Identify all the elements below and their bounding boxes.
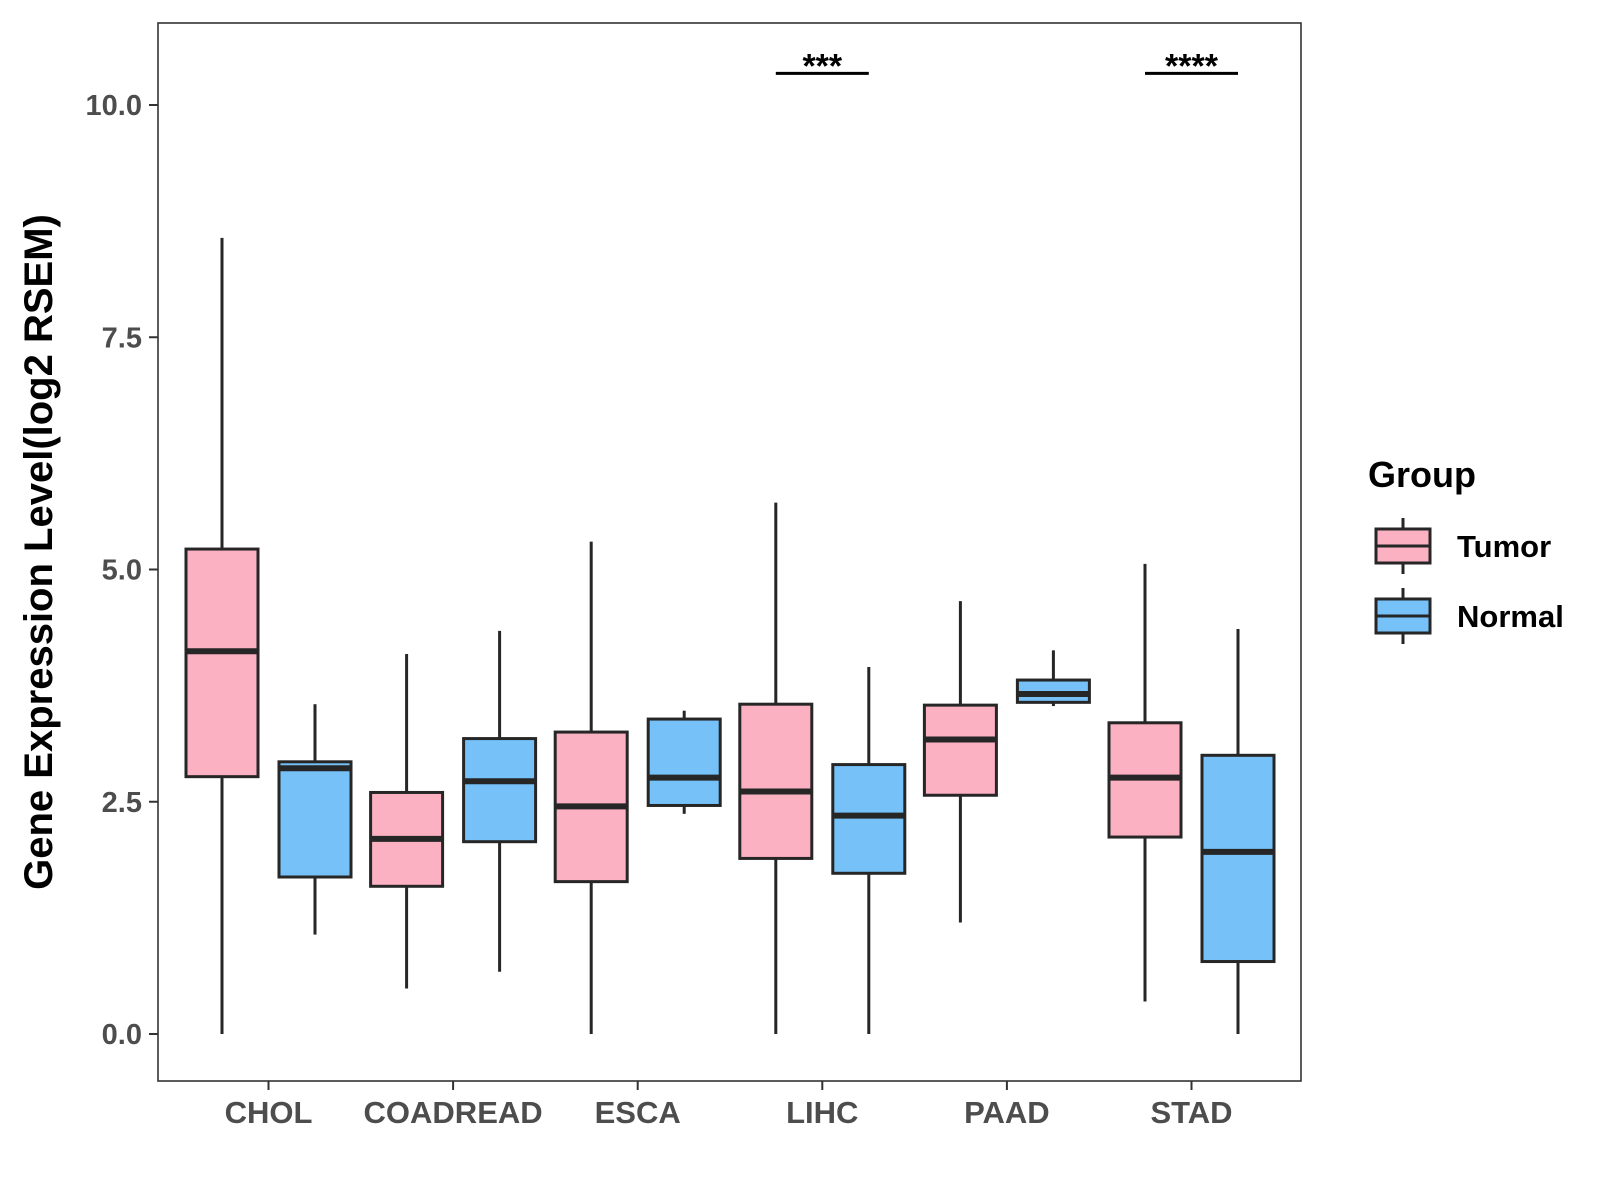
- legend-title: Group: [1368, 454, 1476, 495]
- box-tumor-esca: [553, 541, 629, 1034]
- y-tick-label: 5.0: [102, 555, 142, 587]
- box-tumor-stad: [1107, 563, 1183, 1002]
- x-tick-label: CHOL: [225, 1095, 313, 1130]
- box-body: [646, 717, 722, 807]
- legend-label: Tumor: [1457, 529, 1551, 564]
- legend-item-normal: Normal: [1374, 588, 1564, 644]
- box-body: [277, 760, 353, 879]
- box-tumor-chol: [184, 237, 260, 1034]
- box-normal-paad: [1015, 650, 1091, 707]
- y-tick-label: 7.5: [102, 322, 142, 354]
- box-normal-lihc: [831, 667, 907, 1034]
- box-normal-esca: [646, 710, 722, 814]
- significance-label: ***: [802, 47, 842, 85]
- box-normal-chol: [277, 704, 353, 935]
- x-tick-label: STAD: [1150, 1095, 1232, 1130]
- x-tick-label: LIHC: [786, 1095, 858, 1130]
- plot-area: 0.0 2.5 5.0 7.5 10.0 CHOL COADREAD ESCA LIHC PAAD…: [86, 47, 1276, 1130]
- box-body: [462, 737, 538, 844]
- x-tick-label: ESCA: [595, 1095, 681, 1130]
- legend-label: Normal: [1457, 599, 1564, 634]
- box-tumor-lihc: [738, 502, 814, 1034]
- y-axis-title: Gene Expression Level(log2 RSEM): [17, 214, 61, 890]
- plot-frame: [157, 22, 1302, 1082]
- box-body: [831, 763, 907, 875]
- box-normal-stad: [1200, 628, 1276, 1034]
- box-tumor-coadread: [369, 654, 445, 989]
- box-tumor-paad: [922, 601, 998, 923]
- box-normal-coadread: [462, 630, 538, 972]
- y-tick-label: 10.0: [86, 90, 142, 122]
- significance-label: ****: [1165, 47, 1219, 85]
- box-body: [922, 703, 998, 797]
- box-body: [738, 702, 814, 860]
- box-body: [184, 547, 260, 779]
- x-tick-label: COADREAD: [364, 1095, 543, 1130]
- x-tick-label: PAAD: [964, 1095, 1050, 1130]
- legend: Group Tumor Normal: [1368, 454, 1564, 644]
- y-tick-label: 0.0: [102, 1019, 142, 1051]
- y-tick-label: 2.5: [102, 787, 142, 819]
- legend-item-tumor: Tumor: [1374, 518, 1551, 574]
- box-body: [1200, 753, 1276, 964]
